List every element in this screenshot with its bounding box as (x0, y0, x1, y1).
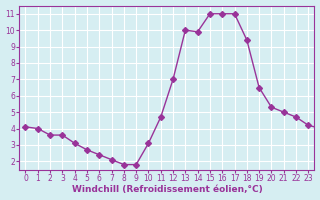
X-axis label: Windchill (Refroidissement éolien,°C): Windchill (Refroidissement éolien,°C) (72, 185, 262, 194)
